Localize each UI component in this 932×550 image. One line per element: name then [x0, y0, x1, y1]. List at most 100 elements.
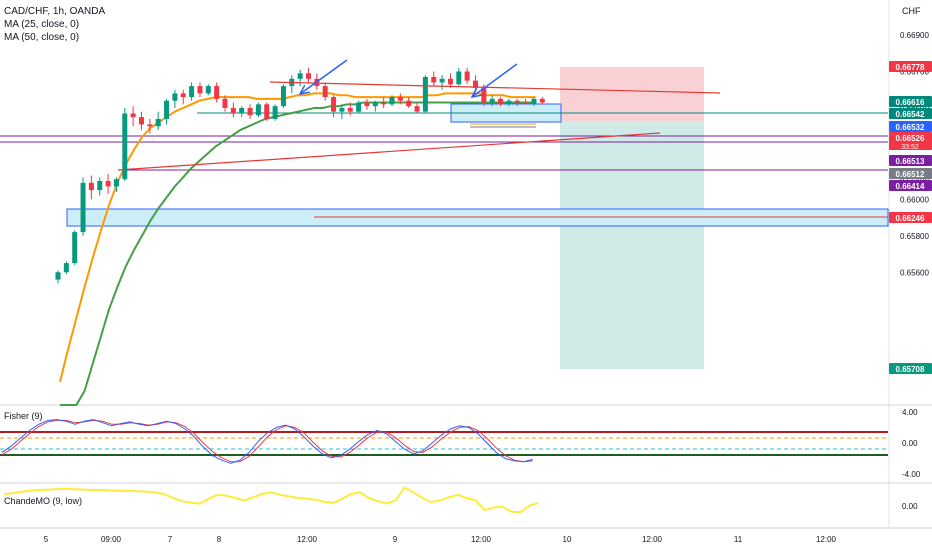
time-axis[interactable]: 5 09:00 7 8 12:00 9 12:00 10 12:00 11 12:00 — [44, 535, 837, 544]
candle-body — [489, 98, 495, 103]
time-tick: 12:00 — [816, 535, 837, 544]
candle-body — [406, 100, 412, 107]
candle-body — [389, 97, 395, 105]
candle-body — [414, 106, 420, 112]
drawings-front — [117, 59, 721, 171]
candle-body — [80, 182, 86, 233]
candle-body — [180, 93, 186, 98]
fisher-pane: Fisher (9) — [0, 411, 888, 464]
price-label-box — [889, 212, 932, 223]
time-tick: 12:00 — [471, 535, 492, 544]
candle-body — [97, 181, 103, 191]
price-label-text: 0.66526 — [896, 134, 925, 143]
candle-body — [230, 108, 236, 114]
ma50-legend: MA (50, close, 0) — [4, 32, 79, 43]
ma25-line — [59, 92, 536, 383]
candle-body — [372, 102, 378, 107]
fisher-trigger-line — [1, 419, 533, 463]
fisher-title: Fisher (9) — [4, 411, 43, 421]
symbol-title: CAD/CHF, 1h, OANDA — [4, 6, 105, 17]
candle-body — [130, 113, 136, 118]
chande-tick: 0.00 — [902, 502, 918, 511]
time-tick: 09:00 — [101, 535, 122, 544]
candle-body — [514, 100, 520, 103]
candle-body — [55, 272, 61, 280]
price-tick: 0.66900 — [900, 31, 929, 40]
chande-title: ChandeMO (9, low) — [4, 496, 82, 506]
candle-body — [63, 263, 69, 273]
candle-body — [339, 108, 345, 112]
candle-body — [88, 182, 94, 191]
candle-body — [523, 102, 529, 105]
price-label-box — [889, 363, 932, 374]
currency-label: CHF — [902, 6, 921, 16]
arrow-head — [470, 87, 482, 99]
price-label-text: 0.66513 — [896, 157, 925, 166]
candle-body — [247, 108, 253, 116]
price-label-box — [889, 108, 932, 119]
candle-body — [431, 76, 437, 83]
arrow-annotation — [299, 59, 348, 95]
price-label-text: 0.66778 — [896, 63, 925, 72]
candle-body — [172, 93, 178, 101]
price-tick: 0.65800 — [900, 232, 929, 241]
price-label-box — [889, 180, 932, 191]
candle-body — [239, 108, 245, 114]
time-tick: 9 — [393, 535, 398, 544]
legend: CAD/CHF, 1h, OANDA MA (25, close, 0) MA … — [4, 6, 921, 43]
time-tick: 12:00 — [297, 535, 318, 544]
candle-body — [222, 98, 228, 108]
candlesticks — [55, 67, 545, 284]
candle-body — [105, 181, 111, 187]
fisher-tick: -4.00 — [902, 470, 921, 479]
price-label-box — [889, 132, 932, 150]
candle-body — [397, 97, 403, 101]
arrow-head — [298, 84, 310, 96]
candle-body — [356, 102, 362, 112]
candle-body — [381, 102, 387, 105]
trendline — [117, 132, 661, 171]
candle-body — [498, 98, 504, 105]
candle-body — [197, 86, 203, 94]
candle-body — [464, 71, 470, 81]
ma50-line — [60, 101, 536, 406]
candle-body — [113, 179, 119, 187]
candle-body — [72, 232, 78, 264]
price-label-text: 0.66616 — [896, 98, 925, 107]
fisher-tick: 0.00 — [902, 439, 918, 448]
candle-body — [531, 98, 537, 105]
time-tick: 7 — [168, 535, 173, 544]
time-tick: 5 — [44, 535, 49, 544]
chande-pane: ChandeMO (9, low) — [3, 486, 539, 514]
price-label-box — [889, 155, 932, 166]
candle-body — [155, 118, 161, 127]
candle-body — [481, 87, 487, 103]
price-label-text: 0.66512 — [896, 170, 925, 179]
fisher-tick: 4.00 — [902, 408, 918, 417]
price-label-text: 0.66414 — [896, 182, 925, 191]
price-axis[interactable]: 0.669000.667000.665000.663000.662000.661… — [889, 31, 932, 511]
candle-body — [364, 102, 370, 107]
price-tick: 0.65600 — [900, 268, 929, 277]
candle-body — [506, 100, 512, 105]
candle-body — [347, 108, 353, 112]
candle-body — [264, 104, 270, 119]
candle-body — [422, 76, 428, 112]
candle-body — [439, 78, 445, 83]
candle-body — [447, 78, 453, 85]
time-tick: 8 — [217, 535, 222, 544]
price-label-text: 0.66246 — [896, 214, 925, 223]
time-tick: 10 — [563, 535, 572, 544]
time-tick: 11 — [734, 535, 743, 544]
arrow-annotation — [471, 63, 518, 98]
candle-body — [306, 73, 311, 79]
chande-line — [3, 486, 539, 514]
price-label-box — [889, 168, 932, 179]
candle-body — [456, 71, 462, 85]
price-tick: 0.66000 — [900, 195, 929, 204]
candle-body — [473, 80, 478, 88]
price-label-text: 0.66532 — [896, 123, 925, 132]
candle-body — [539, 98, 545, 103]
